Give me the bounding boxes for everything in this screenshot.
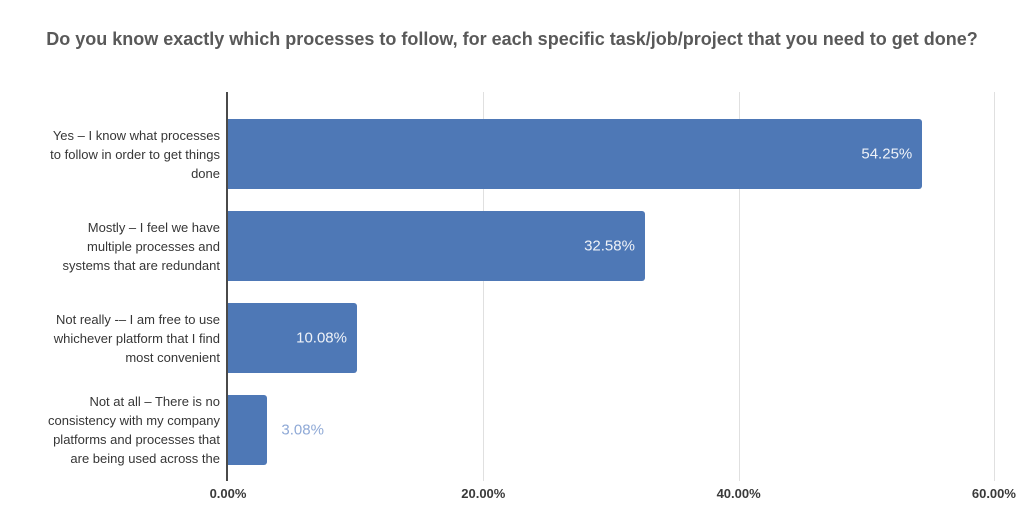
bar: 32.58% (228, 211, 645, 281)
category-label: Not at all – There is no consistency wit… (48, 394, 220, 466)
bar-zone: 3.08% (228, 384, 1024, 476)
x-tick-label: 20.00% (461, 486, 506, 501)
value-label: 10.08% (296, 329, 347, 347)
value-label: 54.25% (861, 145, 913, 163)
bar-row: Yes – I know what processes to follow in… (0, 108, 1024, 200)
chart-title: Do you know exactly which processes to f… (46, 29, 978, 49)
x-tick-label: 60.00% (971, 486, 1016, 501)
x-axis: 0.00% 20.00% 40.00% 60.00% (210, 486, 1022, 504)
bar-zone: 10.08% (228, 292, 1024, 384)
value-label: 3.08% (281, 421, 324, 439)
bar: 3.08% (228, 395, 324, 465)
bar-zone: 32.58% (228, 200, 1024, 292)
grid-layer (226, 92, 1022, 481)
bar-row: Not at all – There is no consistency wit… (0, 384, 1024, 476)
y-axis-line (226, 92, 228, 481)
gridline (483, 92, 485, 481)
bar: 54.25% (228, 119, 923, 189)
x-tick-label: 40.00% (716, 486, 761, 501)
value-label: 32.58% (584, 237, 635, 255)
gridline (993, 92, 995, 481)
category-label: Mostly – I feel we have multiple process… (62, 219, 220, 273)
bar: 10.08% (228, 303, 357, 373)
bar-zone: 54.25% (228, 108, 1024, 200)
x-tick-label: 0.00% (209, 486, 247, 501)
bar-row: Mostly – I feel we have multiple process… (0, 200, 1024, 292)
category-label: Yes – I know what processes to follow in… (50, 127, 220, 181)
category-label: Not really -– I am free to use whichever… (53, 311, 220, 365)
plot-area: Yes – I know what processes to follow in… (0, 108, 1024, 476)
gridline (738, 92, 740, 481)
bar-row: Not really -– I am free to use whichever… (0, 292, 1024, 384)
